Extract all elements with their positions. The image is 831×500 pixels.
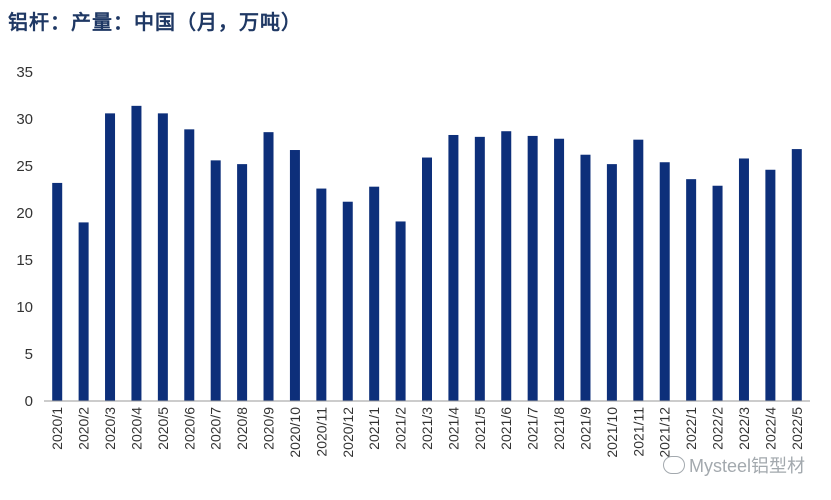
x-tick-label: 2021/4	[445, 407, 461, 450]
x-tick-label: 2022/5	[789, 407, 805, 450]
x-tick-label: 2022/1	[683, 407, 699, 450]
x-tick-label: 2020/12	[340, 407, 356, 458]
x-tick-label: 2020/3	[102, 407, 118, 450]
bar	[237, 164, 248, 401]
bar	[501, 131, 512, 401]
bar	[105, 113, 116, 402]
y-tick-label: 20	[16, 205, 33, 222]
x-tick-label: 2021/7	[525, 407, 541, 450]
x-tick-label: 2020/9	[261, 407, 277, 450]
bar	[184, 129, 195, 401]
x-tick-label: 2021/11	[630, 407, 646, 457]
bar	[554, 138, 565, 402]
chart-title: 铝杆：产量：中国（月，万吨）	[8, 10, 302, 34]
x-tick-label: 2020/5	[155, 407, 171, 450]
x-tick-label: 2022/2	[710, 407, 726, 450]
x-tick-label: 2020/7	[208, 407, 224, 450]
x-axis: 2020/1 2020/2 2020/3 2020/4 2020/5 2020/6 2020…	[44, 400, 810, 458]
bar	[580, 154, 591, 401]
bar	[448, 134, 459, 402]
y-tick-label: 5	[25, 346, 33, 363]
watermark: Mysteel铝型材	[662, 452, 805, 478]
bar	[52, 182, 63, 401]
y-tick-label: 0	[25, 393, 33, 410]
x-tick-label: 2021/2	[393, 407, 409, 450]
bar	[316, 188, 327, 401]
bar	[738, 158, 749, 401]
bar	[342, 201, 353, 401]
y-tick-label: 35	[16, 64, 33, 81]
bar	[395, 221, 406, 401]
bar	[289, 150, 300, 401]
watermark-text: Mysteel铝型材	[688, 456, 805, 476]
x-tick-label: 2021/1	[366, 407, 382, 450]
bar	[474, 136, 485, 402]
y-tick-label: 15	[16, 252, 33, 269]
bar	[131, 105, 142, 401]
bar	[210, 160, 221, 401]
x-tick-label: 2020/1	[49, 407, 65, 450]
y-tick-label: 25	[16, 158, 33, 175]
x-tick-label: 2021/10	[604, 407, 620, 458]
x-tick-label: 2020/11	[313, 407, 329, 457]
x-tick-label: 2021/12	[657, 407, 673, 458]
bar	[369, 186, 380, 401]
bar	[633, 139, 644, 401]
x-tick-label: 2020/4	[128, 407, 144, 450]
bar	[791, 149, 802, 401]
x-tick-label: 2021/3	[419, 407, 435, 450]
bar	[712, 185, 723, 401]
bar	[686, 179, 697, 401]
bar	[157, 113, 168, 402]
x-tick-label: 2020/8	[234, 407, 250, 450]
x-tick-label: 2020/10	[287, 407, 303, 458]
bar	[263, 132, 274, 401]
bar	[765, 169, 776, 401]
x-tick-label: 2021/8	[551, 407, 567, 450]
x-tick-label: 2020/6	[181, 407, 197, 450]
y-tick-label: 10	[16, 299, 33, 316]
y-tick-label: 30	[16, 111, 33, 128]
bar	[659, 162, 670, 401]
x-tick-label: 2021/5	[472, 407, 488, 450]
bars	[52, 105, 802, 402]
wechat-icon	[662, 456, 685, 474]
x-tick-label: 2021/9	[577, 407, 593, 450]
bar	[78, 222, 89, 401]
y-axis: 0 5 10 15 20 25 30 35	[16, 64, 33, 410]
x-tick-label: 2020/2	[76, 407, 92, 450]
x-tick-label: 2021/6	[498, 407, 514, 450]
bar	[606, 164, 617, 401]
x-tick-label: 2022/3	[736, 407, 752, 450]
bar	[422, 157, 432, 401]
x-tick-label: 2022/4	[762, 407, 778, 450]
bar	[527, 135, 538, 402]
